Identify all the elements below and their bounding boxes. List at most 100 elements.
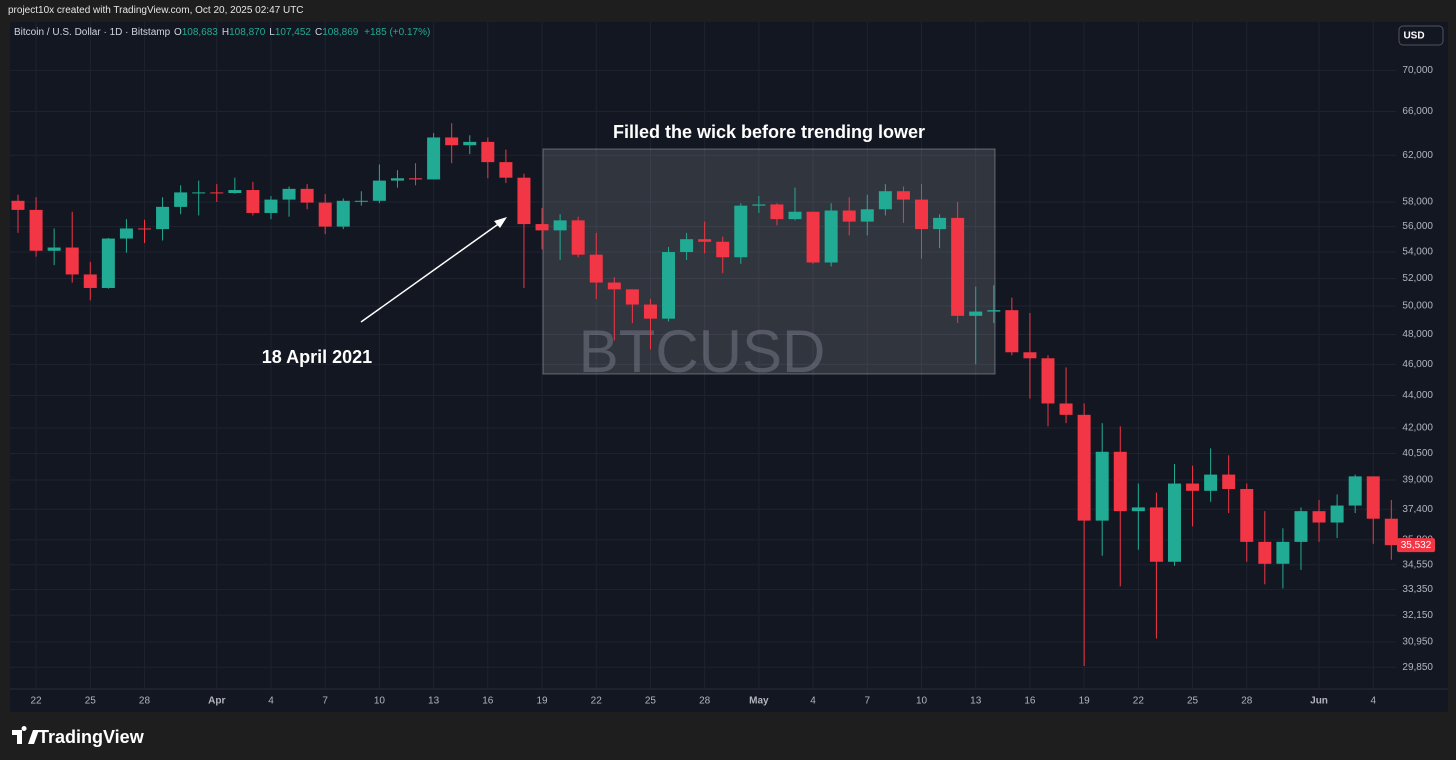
candle-body <box>517 177 531 225</box>
candle-body <box>119 228 133 239</box>
candle-body <box>589 254 603 283</box>
candle-body <box>896 191 910 200</box>
y-tick-label: 30,950 <box>1402 636 1433 647</box>
y-tick-label: 37,400 <box>1402 504 1433 515</box>
currency-button-label[interactable]: USD <box>1403 31 1424 42</box>
candle-body <box>680 239 694 253</box>
credit: project10x created with TradingView.com,… <box>8 5 304 16</box>
candle-body <box>1222 474 1236 489</box>
x-tick-label: 28 <box>1241 696 1253 707</box>
candle-body <box>1258 541 1272 564</box>
y-tick-label: 52,000 <box>1402 273 1433 284</box>
candle-body <box>806 211 820 263</box>
arrow <box>360 219 505 323</box>
candle-body <box>1330 505 1344 523</box>
candle-body <box>1095 451 1109 521</box>
candle-body <box>571 220 585 255</box>
y-tick-label: 40,500 <box>1402 448 1433 459</box>
candle-body <box>174 192 188 207</box>
x-tick-label: 13 <box>970 696 982 707</box>
y-tick-label: 29,850 <box>1402 662 1433 673</box>
candle-body <box>264 199 278 213</box>
x-tick-label: 7 <box>865 696 871 707</box>
candle-body <box>101 238 115 288</box>
y-tick-label: 70,000 <box>1402 65 1433 76</box>
x-tick-label: 10 <box>916 696 928 707</box>
candle-body <box>1204 474 1218 491</box>
candle-body <box>1167 483 1181 562</box>
y-tick-label: 34,550 <box>1402 559 1433 570</box>
candle-body <box>1131 507 1145 512</box>
candle-body <box>192 192 206 194</box>
x-tick-label: 4 <box>810 696 816 707</box>
candle-body <box>770 204 784 220</box>
x-tick-label: 7 <box>322 696 328 707</box>
y-tick-label: 33,350 <box>1402 584 1433 595</box>
y-tick-label: 42,000 <box>1402 423 1433 434</box>
y-tick-label: 44,000 <box>1402 390 1433 401</box>
y-tick-label: 48,000 <box>1402 329 1433 340</box>
candle-body <box>282 188 296 200</box>
ohlc-key: C <box>314 27 323 38</box>
candle-body <box>463 141 477 146</box>
candle-body <box>1312 511 1326 523</box>
candle-body <box>752 204 766 206</box>
y-tick-label: 54,000 <box>1402 247 1433 258</box>
ohlc-key: L <box>269 27 275 38</box>
x-tick-label: 22 <box>31 696 43 707</box>
ohlc-key: O <box>173 27 182 38</box>
y-tick-label: 58,000 <box>1402 197 1433 208</box>
candle-body <box>65 247 79 275</box>
candle-body <box>1348 476 1362 506</box>
candle-body <box>318 202 332 227</box>
candle-body <box>1023 352 1037 359</box>
x-tick-label: Apr <box>208 696 225 707</box>
candle-body <box>1276 541 1290 564</box>
candle-body <box>1077 414 1091 521</box>
x-tick-label: 4 <box>268 696 274 707</box>
chart-panel <box>10 22 1448 712</box>
candle-body <box>427 137 441 180</box>
x-tick-label: 25 <box>645 696 657 707</box>
brand-logo <box>12 726 39 744</box>
x-tick-label: 13 <box>428 696 440 707</box>
ohlc-readout: O108,683 H108,870 L107,452 C108,869 <box>173 27 361 38</box>
x-tick-label: 16 <box>1024 696 1036 707</box>
last-price-label: 35,532 <box>1401 540 1432 551</box>
candle-body <box>716 241 730 258</box>
candle-body <box>1113 451 1127 512</box>
ohlc-key: H <box>221 27 230 38</box>
candle-body <box>29 209 43 251</box>
candle-body <box>969 311 983 316</box>
candle-body <box>228 190 242 194</box>
candle-body <box>951 217 965 316</box>
y-tick-label: 39,000 <box>1402 475 1433 486</box>
candle-body <box>372 180 386 201</box>
candle-body <box>11 200 25 210</box>
candle-body <box>1149 507 1163 562</box>
candle-body <box>535 224 549 231</box>
ohlc-value: 108,869 <box>322 27 359 38</box>
y-tick-label: 32,150 <box>1402 610 1433 621</box>
currency-button[interactable] <box>1398 25 1444 46</box>
x-tick-label: 25 <box>1187 696 1199 707</box>
x-tick-label: 22 <box>1133 696 1145 707</box>
arrow-head <box>494 217 507 228</box>
last-price-badge <box>1397 538 1435 553</box>
candle-body <box>878 191 892 210</box>
candle-body <box>390 178 404 181</box>
candle-body <box>860 209 874 222</box>
symbol: Bitcoin / U.S. Dollar · 1D · Bitstamp <box>14 27 171 38</box>
x-tick-label: 25 <box>85 696 97 707</box>
ohlc-value: 107,452 <box>274 27 311 38</box>
candle-body <box>1005 310 1019 353</box>
candle-body <box>1366 476 1380 519</box>
x-tick-label: 19 <box>1079 696 1091 707</box>
candle-body <box>210 192 224 194</box>
x-tick-label: 28 <box>139 696 151 707</box>
brand: TradingView <box>38 727 144 747</box>
candle-body <box>842 210 856 222</box>
candle-body <box>300 188 314 203</box>
x-tick-label: 16 <box>482 696 494 707</box>
